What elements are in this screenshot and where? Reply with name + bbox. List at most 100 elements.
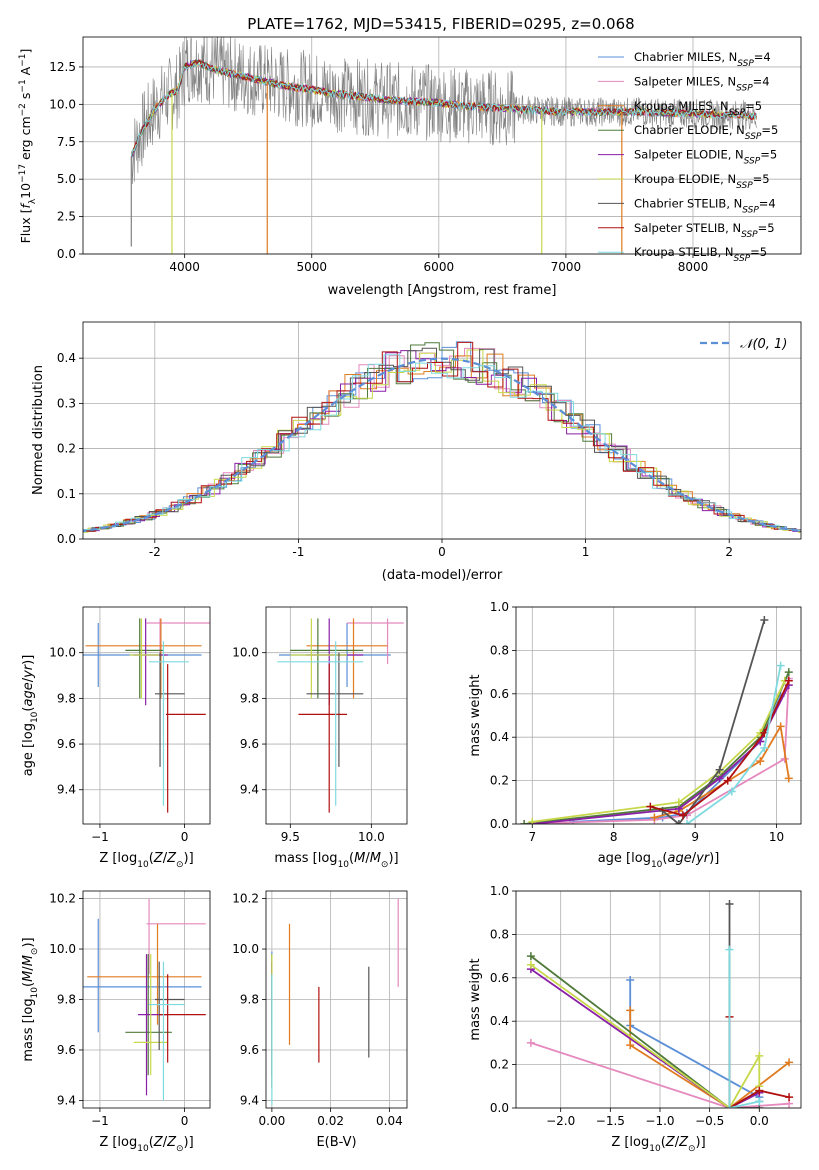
age_vs_Z-axes: −1 0 9.4 9.6 9.8 10.0 Z [log10(Z/Z⊙)] age [log1…	[21, 606, 211, 870]
y-tick-label: 9.6	[240, 737, 259, 751]
error-bar-point	[277, 641, 364, 806]
mass-weight-marker	[520, 820, 529, 824]
mass_vs_Z-plot-area	[83, 898, 206, 1101]
error-bar-point	[133, 954, 168, 1076]
y-tick-label: 10.0	[49, 942, 76, 956]
y-tick-label: 10.0	[232, 646, 259, 660]
weight_vs_age-frame	[515, 606, 802, 825]
mass-weight-marker	[727, 787, 736, 796]
mass-weight-marker	[725, 900, 734, 909]
mass-weight-marker	[725, 1104, 734, 1108]
y-tick-label: 0.1	[57, 487, 76, 501]
error-bar-point	[87, 923, 202, 1025]
x-tick-label: 1	[582, 545, 590, 559]
weight_vs_Z-frame	[515, 890, 802, 1109]
mass-weight-marker	[755, 1086, 764, 1095]
y-tick-label: 0.4	[490, 730, 509, 744]
y-tick-label: 9.8	[240, 691, 259, 705]
x-tick-label: −1.0	[645, 1114, 674, 1128]
error-bar-point	[154, 961, 185, 1050]
spectrum-legend: Chabrier MILES, NSSP=4 Salpeter MILES, NS…	[598, 50, 778, 264]
mass-weight-marker	[678, 811, 687, 820]
age_vs_Z-frame	[82, 606, 211, 825]
legend-label: Salpeter MILES, NSSP=4	[634, 74, 770, 93]
residual-axes: -2 -1 0 1 2 0.0 0.1 0.2 0.3 0.4 𝒩(0, 1) (data-model…	[31, 321, 802, 583]
age_vs_mass-frame	[265, 606, 408, 825]
spectrum-frame	[82, 36, 802, 255]
age_vs_Z-plot-area	[83, 618, 210, 813]
y-axis-label: Normed distribution	[31, 365, 46, 495]
age_vs_mass-plot-area	[277, 618, 404, 813]
mass-weight-marker	[715, 765, 724, 774]
error-bar-point	[146, 898, 206, 975]
error-bar-point	[347, 618, 404, 665]
y-tick-label: 0.3	[57, 396, 76, 410]
y-tick-label: 2.5	[57, 210, 76, 224]
x-tick-label: 4000	[169, 260, 200, 274]
y-tick-label: 0.4	[490, 1014, 509, 1028]
x-axis-label: mass [log10(M/M⊙)]	[274, 851, 398, 870]
error-bar-point	[165, 664, 206, 813]
x-tick-label: 10	[769, 830, 784, 844]
mass-weight-marker	[626, 1041, 635, 1050]
age_vs_mass-axes: 9.5 10.0 9.4 9.6 9.8 10.0 mass [log10(M/M⊙)]	[232, 606, 408, 870]
mass-weight-line	[530, 964, 761, 1108]
weight_vs_Z-plot-area	[526, 900, 794, 1108]
legend-label: Chabrier STELIB, NSSP=4	[634, 196, 776, 215]
y-tick-label: 10.0	[49, 97, 76, 111]
x-tick-label: 9.5	[281, 830, 300, 844]
mass-weight-marker	[626, 975, 635, 984]
x-axis-label: Z [log10(Z/Z⊙)]	[99, 851, 193, 870]
mass-weight-line	[530, 1042, 790, 1108]
x-tick-label: 8000	[678, 260, 709, 274]
y-tick-label: 0.0	[57, 247, 76, 261]
x-tick-label: 2	[725, 545, 733, 559]
error-bar-point	[149, 961, 185, 1101]
x-tick-label: 0.04	[376, 1114, 403, 1128]
y-tick-label: 10.2	[232, 892, 259, 906]
x-axis-label: wavelength [Angstrom, rest frame]	[328, 283, 557, 298]
mass_vs_ebv-axes: 0.00 0.02 0.04 9.4 9.6 9.8 10.0 10.2 E(B-V)	[232, 890, 408, 1150]
y-tick-label: 9.4	[57, 1093, 76, 1107]
y-tick-label: 9.6	[57, 1043, 76, 1057]
legend-label: Salpeter STELIB, NSSP=5	[634, 221, 775, 240]
mass-weight-marker	[674, 798, 683, 807]
error-bar-point	[129, 618, 160, 699]
mass-weight-marker	[755, 1097, 764, 1106]
y-tick-label: 9.4	[240, 783, 259, 797]
legend-label: Kroupa ELODIE, NSSP=5	[634, 172, 770, 191]
error-bar-point	[306, 652, 364, 767]
x-tick-label: 0.02	[317, 1114, 344, 1128]
x-tick-label: −1.5	[596, 1114, 625, 1128]
error-bar-point	[149, 641, 189, 806]
mass-weight-marker	[528, 817, 537, 824]
y-tick-label: 0.4	[57, 351, 76, 365]
mass-weight-line	[728, 949, 760, 1108]
x-tick-label: 0	[181, 830, 189, 844]
mass-weight-marker	[723, 776, 732, 785]
mass_vs_Z-axes: −1 0 9.4 9.6 9.8 10.0 10.2 Z [log10(Z/Z⊙)] mass …	[21, 890, 211, 1154]
legend-label: Kroupa STELIB, NSSP=5	[634, 245, 767, 264]
y-tick-label: 7.5	[57, 135, 76, 149]
error-bar-point	[85, 618, 202, 699]
figure-title: PLATE=1762, MJD=53415, FIBERID=0295, z=0…	[247, 15, 634, 33]
mass-weight-marker	[725, 945, 734, 954]
error-bar-point	[306, 618, 388, 699]
spectrum-axes: 4000 5000 6000 7000 8000 0.0 2.5 5.0 7.5 10.0 12.5…	[18, 36, 802, 298]
x-tick-label: 5000	[296, 260, 327, 274]
y-axis-label: mass [log10(M/M⊙)]	[21, 937, 40, 1061]
weight_vs_age-axes: 7 8 9 10 0.0 0.2 0.4 0.6 0.8 1.0 age [log10(age/yr…	[468, 600, 802, 870]
x-axis-label: Z [log10(Z/Z⊙)]	[611, 1135, 705, 1154]
y-tick-label: 0.6	[490, 971, 509, 985]
mass-weight-line	[530, 968, 760, 1108]
error-bar-point	[290, 618, 364, 699]
error-bar-point	[83, 918, 202, 1033]
y-tick-label: 10.2	[49, 892, 76, 906]
y-tick-label: 0.2	[490, 1058, 509, 1072]
x-tick-label: −0.5	[695, 1114, 724, 1128]
mass-weight-marker	[785, 1093, 794, 1102]
mass-weight-marker	[683, 820, 691, 824]
y-tick-label: 5.0	[57, 172, 76, 186]
y-tick-label: 10.0	[232, 942, 259, 956]
